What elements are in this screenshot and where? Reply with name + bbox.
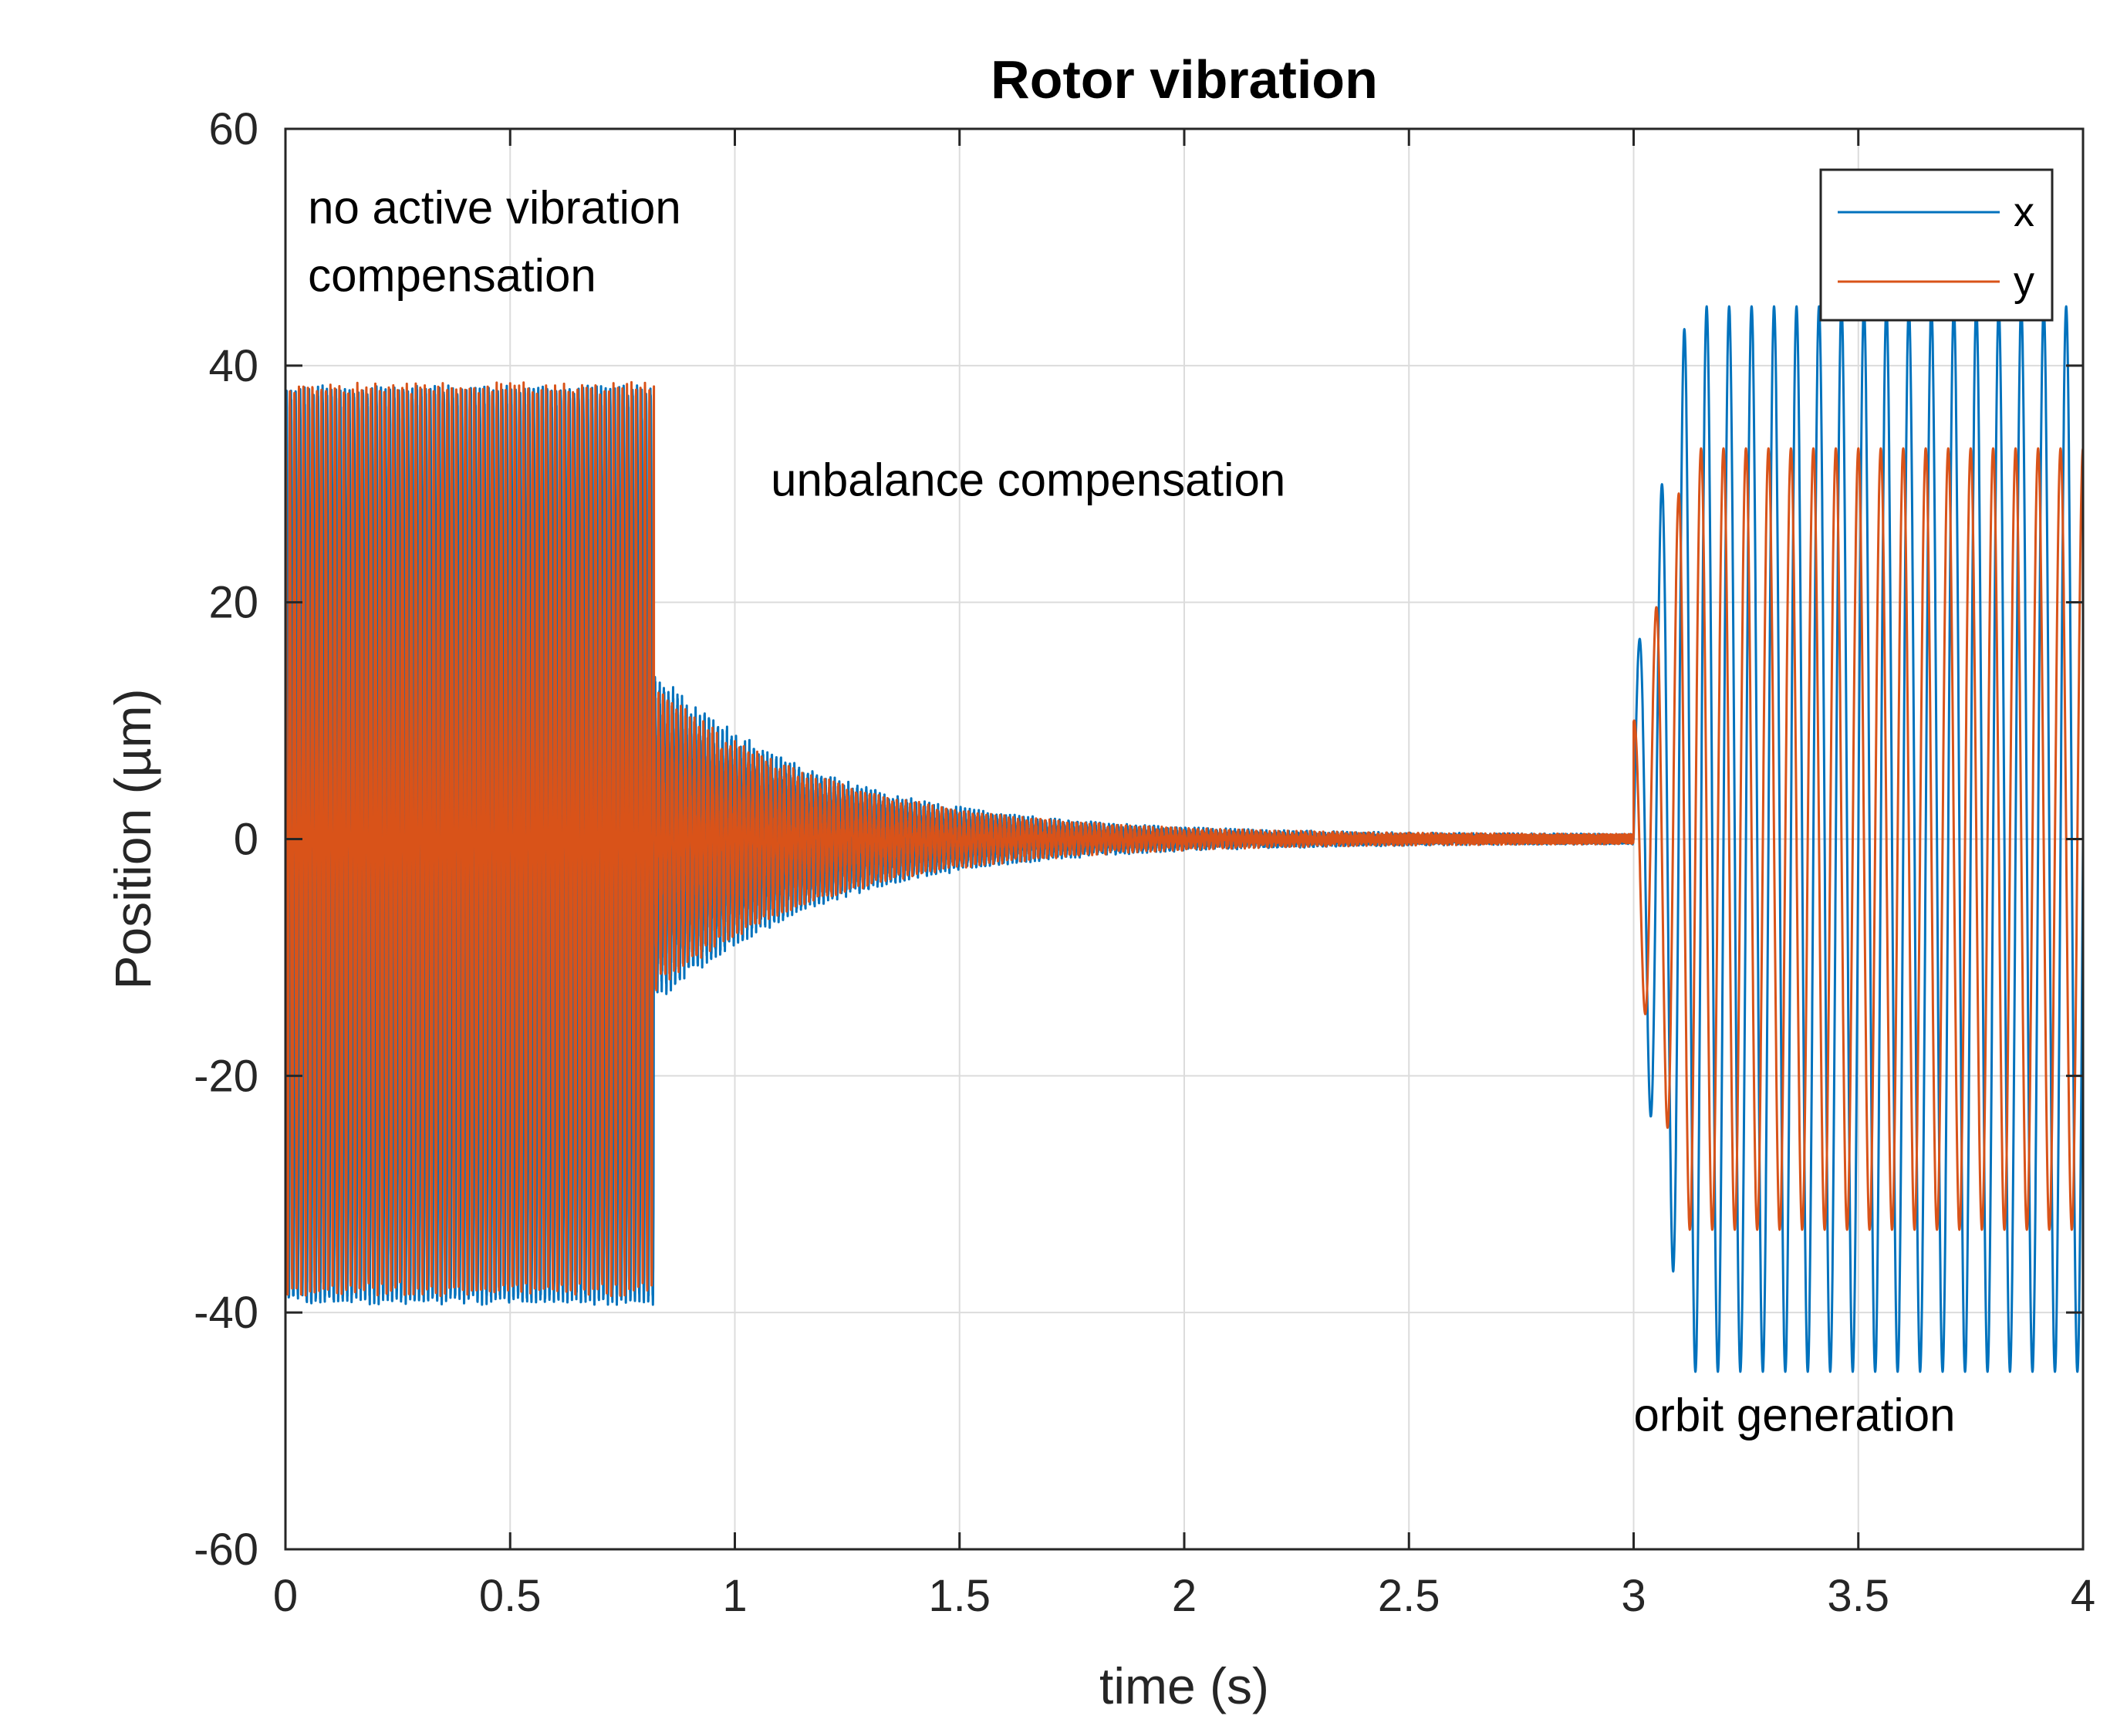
legend-label-y: y <box>2014 258 2034 305</box>
y-tick-label: -60 <box>194 1525 258 1575</box>
x-tick-label: 0.5 <box>479 1571 542 1621</box>
x-tick-label: 1.5 <box>928 1571 991 1621</box>
x-axis-label: time (s) <box>1099 1657 1269 1714</box>
annotation: no active vibration compensation <box>308 182 681 302</box>
annotation-line: unbalance compensation <box>771 454 1285 506</box>
legend-box <box>1819 168 2054 322</box>
series-line-y <box>284 380 2085 1298</box>
y-tick-label: 60 <box>208 104 258 154</box>
chart-title: Rotor vibration <box>991 49 1378 110</box>
y-tick-label: 0 <box>234 815 258 865</box>
legend-label-x: x <box>2014 189 2034 235</box>
x-tick-label: 3.5 <box>1827 1571 1889 1621</box>
y-tick-label: 40 <box>208 341 258 391</box>
y-tick-label: 20 <box>208 578 258 628</box>
y-axis-label: Position (µm) <box>104 688 161 989</box>
annotation: orbit generation <box>1634 1390 1956 1441</box>
annotation-line: no active vibration <box>308 182 681 234</box>
legend: xy <box>1819 168 2054 322</box>
x-tick-label: 4 <box>2071 1571 2095 1621</box>
x-tick-label: 0 <box>273 1571 298 1621</box>
annotation: unbalance compensation <box>771 454 1285 506</box>
x-tick-label: 2.5 <box>1378 1571 1440 1621</box>
annotations: no active vibration compensation unbalance… <box>308 182 1955 1441</box>
annotation-line: compensation <box>308 250 596 302</box>
x-tick-label: 2 <box>1172 1571 1197 1621</box>
y-tick-label: -20 <box>194 1051 258 1101</box>
x-tick-label: 1 <box>722 1571 747 1621</box>
annotation-line: orbit generation <box>1634 1390 1956 1441</box>
y-tick-label: -40 <box>194 1288 258 1338</box>
ticks: 0 0.5 1 1.5 2 2.5 3 3.5 4 -60 -40 -20 0 20 40 60 <box>194 104 2095 1621</box>
series-lines <box>284 305 2085 1373</box>
x-tick-label: 3 <box>1621 1571 1646 1621</box>
